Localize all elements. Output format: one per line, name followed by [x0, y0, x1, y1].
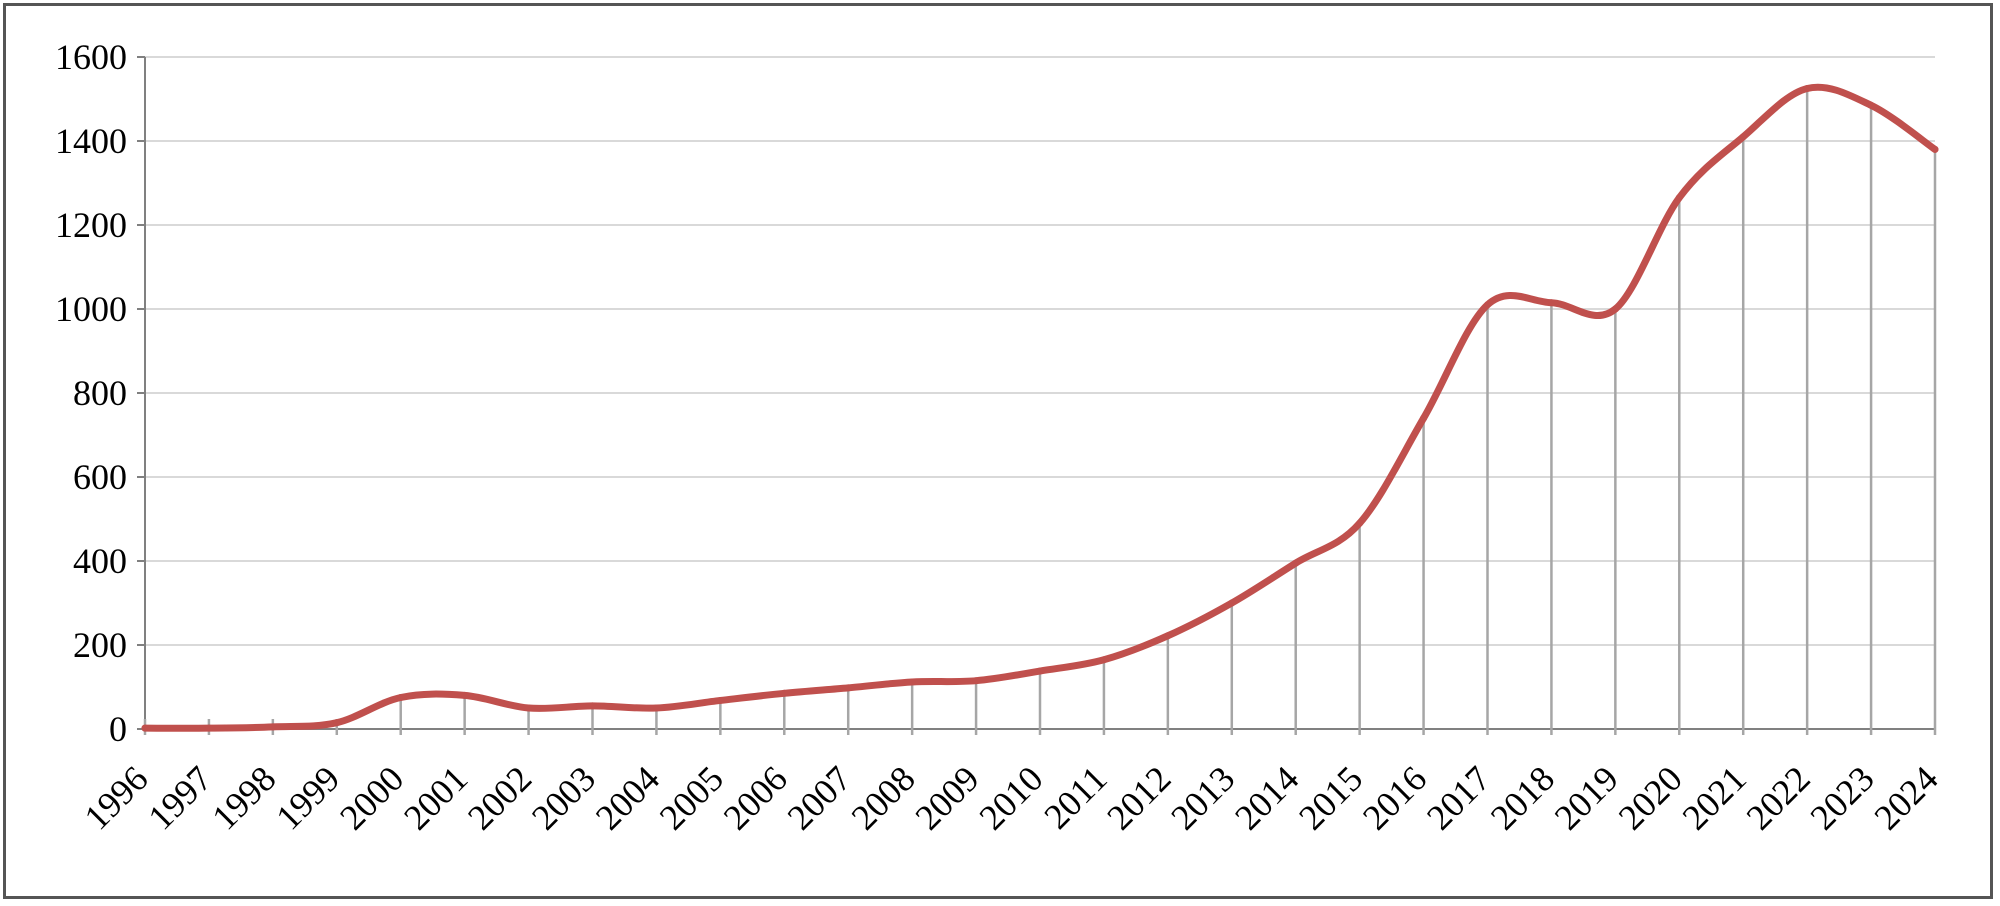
x-tick-label-2022: 2022: [1739, 758, 1818, 837]
data-point-2004: [652, 704, 660, 712]
x-tick-labels: 1996199719981999200020012002200320042005…: [76, 758, 1945, 837]
data-point-2005: [716, 696, 724, 704]
data-point-2020: [1675, 194, 1683, 202]
x-tick-label-2010: 2010: [971, 758, 1050, 837]
y-tick-label-1000: 1000: [55, 289, 127, 329]
x-tick-label-2015: 2015: [1291, 758, 1370, 837]
data-point-2024: [1931, 145, 1939, 153]
y-tick-label-1400: 1400: [55, 121, 127, 161]
series-line-group: [141, 83, 1939, 732]
x-tick-label-2014: 2014: [1227, 758, 1306, 837]
data-point-2012: [1164, 632, 1172, 640]
data-point-2009: [972, 677, 980, 685]
data-point-2011: [1100, 656, 1108, 664]
x-tick-label-2018: 2018: [1483, 758, 1562, 837]
data-point-2017: [1484, 301, 1491, 309]
x-tick-label-1999: 1999: [268, 758, 347, 837]
drop-lines: [143, 88, 1937, 735]
y-tick-label-800: 800: [73, 373, 127, 413]
data-point-2023: [1867, 101, 1875, 109]
x-tick-label-2009: 2009: [908, 758, 987, 837]
data-point-2001: [461, 691, 469, 699]
x-tick-label-2005: 2005: [652, 758, 731, 837]
data-point-2022: [1803, 85, 1811, 92]
data-point-2018: [1547, 299, 1555, 307]
x-tick-label-1996: 1996: [76, 758, 155, 837]
data-point-2019: [1611, 305, 1619, 313]
x-tick-label-2019: 2019: [1547, 758, 1626, 837]
x-tick-label-2023: 2023: [1803, 758, 1882, 837]
x-tick-label-1998: 1998: [204, 758, 283, 837]
y-tick-label-600: 600: [73, 457, 127, 497]
x-tick-label-1997: 1997: [140, 758, 219, 837]
x-tick-label-2016: 2016: [1355, 758, 1434, 837]
chart-frame: [3, 3, 1993, 899]
gridlines: [145, 56, 1935, 646]
y-tick-label-400: 400: [73, 541, 127, 581]
x-tick-label-2006: 2006: [716, 758, 795, 837]
x-tick-label-2012: 2012: [1099, 758, 1178, 837]
x-tick-label-2020: 2020: [1611, 758, 1690, 837]
x-tick-label-2004: 2004: [588, 758, 667, 837]
x-tick-label-2013: 2013: [1163, 758, 1242, 837]
x-tick-label-2003: 2003: [524, 758, 603, 837]
data-point-2021: [1739, 133, 1747, 141]
x-tick-label-2000: 2000: [332, 758, 411, 837]
data-point-2015: [1356, 519, 1364, 527]
data-point-2002: [525, 704, 533, 712]
series-line: [141, 83, 1939, 732]
data-point-2003: [589, 702, 596, 710]
data-point-1996: [141, 724, 149, 732]
data-point-2000: [397, 694, 405, 701]
data-point-2010: [1036, 667, 1044, 675]
x-tick-label-2008: 2008: [844, 758, 923, 837]
data-point-2016: [1420, 414, 1428, 422]
x-tick-label-2017: 2017: [1419, 758, 1498, 837]
x-tick-label-2002: 2002: [460, 758, 539, 837]
x-tick-label-2011: 2011: [1036, 758, 1114, 836]
x-tick-label-2024: 2024: [1866, 758, 1945, 837]
y-tick-labels: 0 200 400 600 800 1000 1200 1400 1600: [55, 37, 127, 749]
x-tick-label-2021: 2021: [1675, 758, 1754, 837]
y-tick-label-0: 0: [109, 709, 127, 749]
data-point-2014: [1292, 559, 1300, 567]
data-point-1999: [333, 719, 341, 727]
data-point-2013: [1228, 599, 1236, 607]
y-tick-label-1600: 1600: [55, 37, 127, 77]
x-tick-label-2001: 2001: [396, 758, 475, 837]
data-point-1998: [269, 723, 277, 731]
data-point-2008: [908, 678, 916, 686]
data-point-2007: [844, 684, 852, 692]
data-point-1997: [205, 724, 213, 732]
data-point-2006: [780, 689, 788, 697]
y-tick-label-1200: 1200: [55, 205, 127, 245]
y-tick-label-200: 200: [73, 625, 127, 665]
x-tick-label-2007: 2007: [780, 758, 859, 837]
